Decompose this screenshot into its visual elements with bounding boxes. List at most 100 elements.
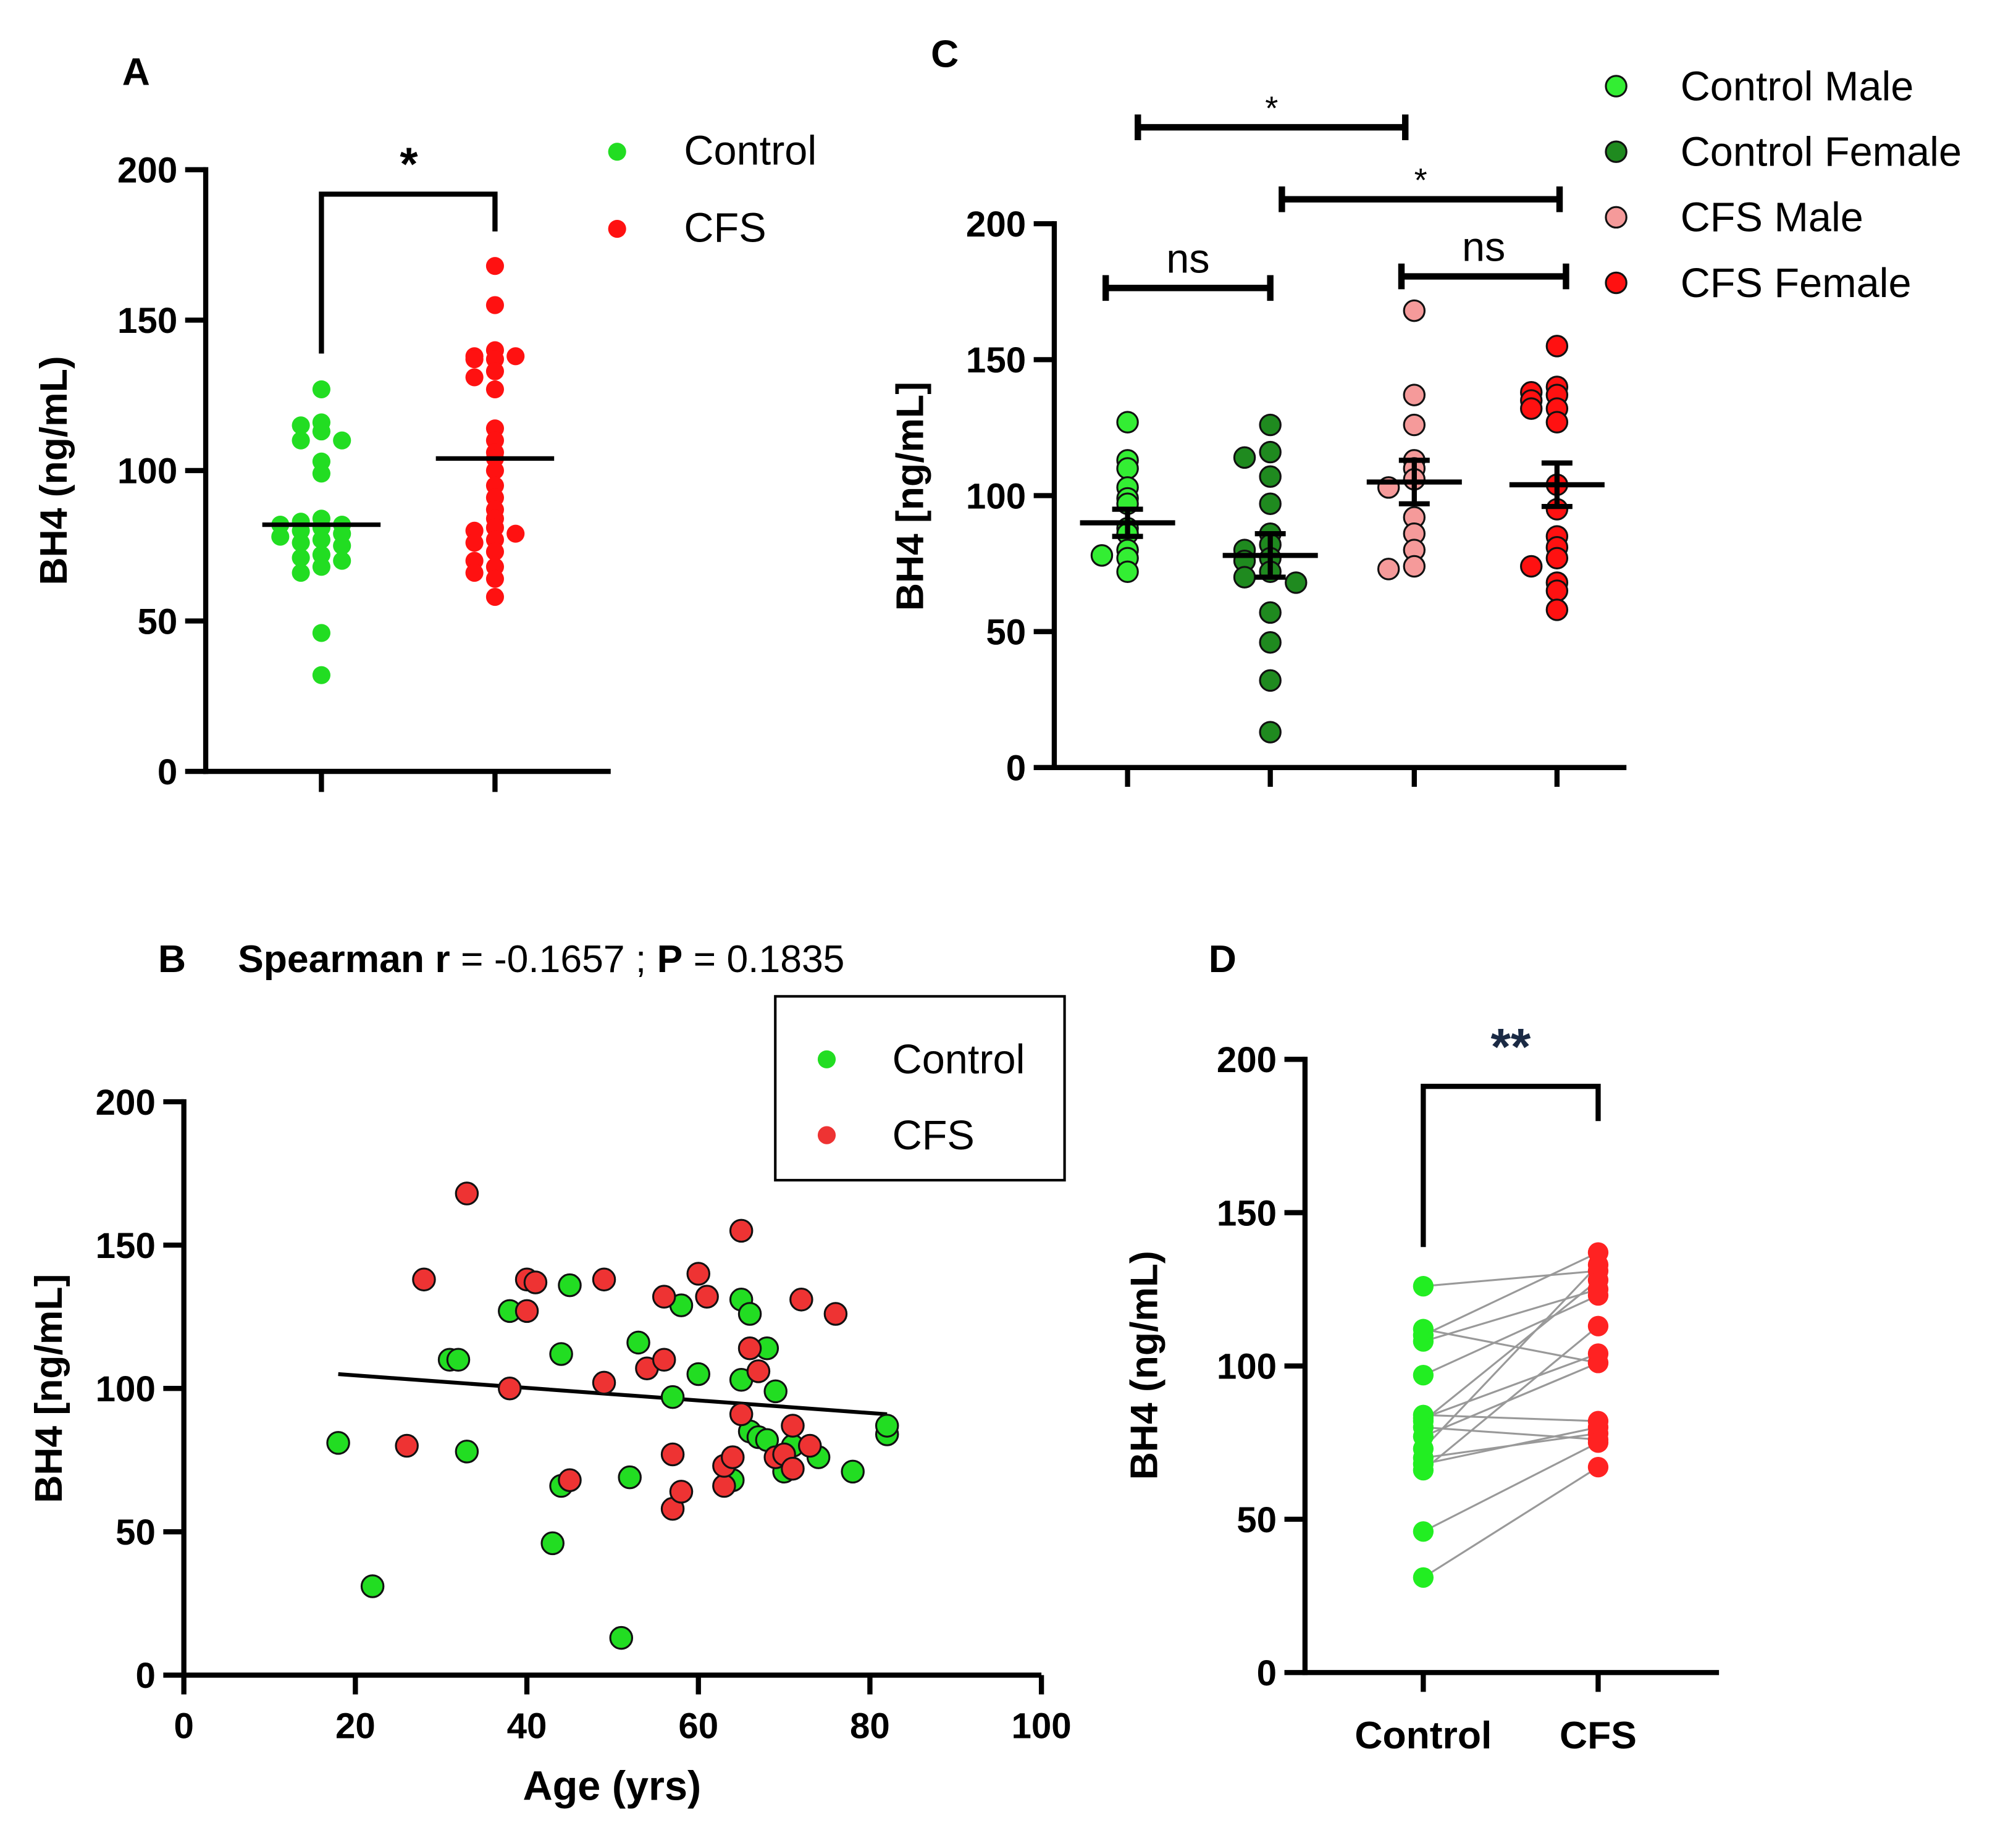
legend-marker <box>1605 271 1628 295</box>
legend-marker <box>1605 206 1628 229</box>
legend-label: CFS <box>892 1113 975 1159</box>
paired-line <box>1423 1328 1598 1364</box>
x-axis-title: Age (yrs) <box>523 1763 701 1809</box>
y-tick-label: 100 <box>1217 1347 1277 1387</box>
data-point-cfs <box>1587 1417 1609 1438</box>
y-tick-label: 150 <box>117 301 177 341</box>
y-tick-label: 0 <box>1006 749 1026 789</box>
y-tick-label: 0 <box>135 1656 155 1696</box>
data-point-cfs <box>465 350 484 369</box>
y-tick-label: 100 <box>96 1369 156 1409</box>
legend-marker <box>608 143 626 161</box>
data-point-cfs <box>729 1402 754 1427</box>
data-point-cfs <box>485 257 504 275</box>
data-point-cfs <box>485 380 504 398</box>
data-point-cfs <box>485 461 504 480</box>
data-point <box>1259 601 1282 624</box>
y-axis-title: BH4 (ng/mL) <box>1122 1251 1166 1480</box>
legend-label: CFS Female <box>1681 261 1912 306</box>
data-point <box>1259 631 1282 654</box>
data-point <box>1259 669 1282 692</box>
significance-label: ** <box>1491 1018 1531 1076</box>
data-point-cfs <box>1587 1456 1609 1478</box>
paired-line <box>1422 1288 1598 1343</box>
data-point-control <box>558 1273 582 1298</box>
comparison-label: ns <box>1462 225 1505 270</box>
data-point-control <box>292 563 310 582</box>
data-point-control <box>333 551 351 570</box>
paired-line <box>1423 1426 1598 1466</box>
comparison-label: * <box>1414 162 1427 199</box>
data-point <box>1403 555 1426 578</box>
data-point-control <box>292 534 310 552</box>
x-tick-label: 0 <box>174 1706 193 1746</box>
data-point-control <box>312 666 330 684</box>
legend-label: CFS Male <box>1681 195 1863 241</box>
legend-marker <box>817 1050 836 1068</box>
y-tick-label: 0 <box>158 752 177 792</box>
data-point <box>1233 446 1256 469</box>
y-tick-label: 150 <box>96 1226 156 1266</box>
data-point-control <box>1413 1365 1434 1386</box>
data-point-control <box>626 1330 650 1355</box>
data-point-cfs <box>652 1285 676 1309</box>
data-point <box>1377 558 1400 581</box>
data-point <box>1116 411 1139 434</box>
y-axis-title: BH4 [ng/mL] <box>889 382 932 611</box>
data-point-cfs <box>412 1267 436 1292</box>
data-point-control <box>1413 1459 1434 1481</box>
y-tick-label: 100 <box>117 451 177 492</box>
data-point-control <box>1413 1521 1434 1542</box>
legend-marker <box>1605 75 1628 98</box>
significance-bracket <box>319 191 498 354</box>
data-point-cfs <box>558 1468 582 1493</box>
data-point <box>1285 571 1308 594</box>
legend-label: Control <box>684 128 817 174</box>
paired-line <box>1422 1294 1599 1377</box>
data-point-control <box>312 422 330 441</box>
data-point-control <box>312 380 330 398</box>
panel-label-d: D <box>1209 937 1237 981</box>
data-point-cfs <box>823 1302 848 1326</box>
data-point-control <box>1413 1276 1434 1297</box>
data-point-control <box>455 1440 479 1464</box>
x-tick-label: 20 <box>335 1706 376 1746</box>
data-point-cfs <box>485 296 504 314</box>
data-point-control <box>292 431 310 450</box>
data-point-control <box>292 416 310 435</box>
data-point-cfs <box>523 1270 548 1294</box>
x-tick-label: Control <box>1354 1714 1492 1757</box>
data-point <box>1403 384 1426 406</box>
comparison-label: ns <box>1166 236 1209 282</box>
panel-label-a: A <box>122 50 150 93</box>
paired-line <box>1422 1362 1599 1438</box>
data-point-cfs <box>485 587 504 606</box>
paired-line <box>1422 1466 1599 1579</box>
data-point <box>1403 299 1426 322</box>
legend-marker <box>1605 140 1628 163</box>
data-point-cfs <box>712 1474 736 1498</box>
data-point <box>1259 492 1282 515</box>
data-point-cfs <box>465 563 484 582</box>
y-tick-label: 50 <box>137 602 177 642</box>
data-point-cfs <box>746 1359 771 1383</box>
y-tick-label: 100 <box>966 476 1026 516</box>
data-point <box>1545 598 1569 621</box>
paired-line <box>1423 1414 1598 1422</box>
data-point <box>1090 544 1114 567</box>
paired-line <box>1422 1441 1599 1533</box>
legend-marker <box>817 1126 836 1144</box>
data-point-control <box>540 1531 565 1556</box>
data-point <box>1545 547 1569 569</box>
paired-line <box>1422 1264 1599 1449</box>
data-point-control <box>609 1625 634 1650</box>
data-point-cfs <box>485 542 504 561</box>
data-point <box>1259 413 1282 437</box>
y-tick-label: 50 <box>1237 1500 1277 1540</box>
data-point-control <box>1413 1331 1434 1352</box>
data-point <box>1116 457 1139 480</box>
data-point-cfs <box>506 347 525 366</box>
legend-marker <box>608 220 626 238</box>
data-point <box>1259 721 1282 744</box>
data-point <box>1259 440 1282 464</box>
